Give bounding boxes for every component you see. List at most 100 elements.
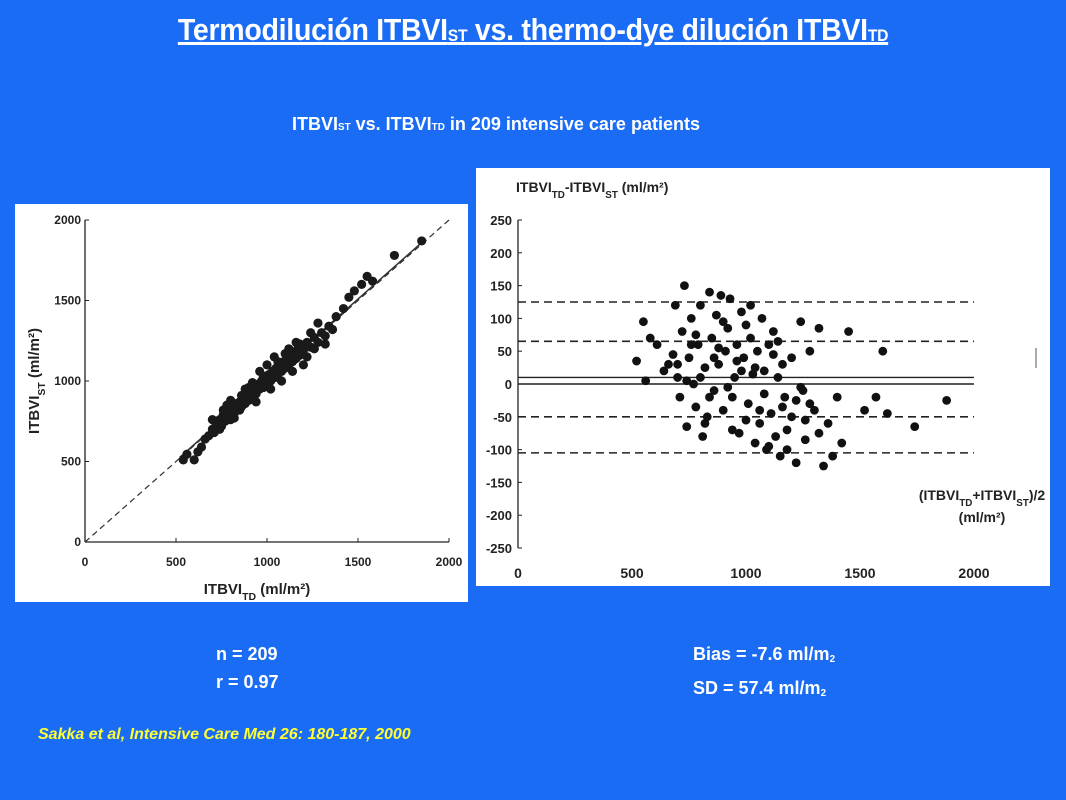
data-point	[768, 327, 778, 336]
x-tick-label: 0	[82, 555, 89, 569]
data-point	[800, 415, 810, 425]
data-point	[215, 424, 225, 434]
data-point	[664, 359, 673, 369]
correlation-stats: n = 209 r = 0.97	[216, 640, 279, 696]
data-point	[771, 432, 781, 441]
data-point	[357, 279, 367, 289]
data-point	[766, 409, 776, 418]
data-point	[244, 382, 254, 393]
data-point	[791, 396, 801, 405]
data-point	[273, 357, 283, 367]
data-point	[759, 366, 769, 376]
y-tick-label: 150	[490, 279, 512, 294]
data-point	[689, 379, 698, 389]
x-axis-label: ITBVITD (ml/m²)	[204, 581, 311, 602]
y-tick-label: 0	[505, 377, 512, 392]
data-point	[182, 449, 192, 459]
y-tick-label: -100	[486, 443, 512, 458]
data-point	[189, 455, 199, 465]
data-point	[677, 327, 687, 336]
data-point	[691, 402, 701, 412]
data-point	[819, 461, 828, 471]
data-point	[732, 356, 742, 366]
data-point	[251, 397, 261, 407]
data-point	[668, 350, 678, 359]
scatter-plot: 0 500 1000 1500 2000 0 500 1000 1500 2000 ITBVITD …	[26, 213, 463, 602]
data-point	[691, 330, 701, 340]
x-tick-label: 2000	[958, 565, 989, 581]
data-point	[705, 392, 714, 402]
x-tick-label: 1000	[730, 565, 761, 581]
data-point	[682, 422, 692, 432]
x-axis-label-line2: (ml/m²)	[959, 509, 1006, 525]
data-point	[700, 418, 710, 428]
data-point	[755, 405, 765, 415]
data-point	[942, 396, 952, 405]
data-point	[313, 318, 323, 328]
y-tick-label: 1000	[54, 374, 81, 388]
data-point	[714, 359, 724, 369]
data-point	[764, 441, 774, 451]
data-point	[652, 340, 662, 350]
data-point	[682, 376, 692, 386]
plot-title: ITBVITD-ITBVIST (ml/m²)	[516, 179, 668, 201]
data-point	[266, 384, 276, 394]
data-point	[773, 373, 783, 382]
data-point	[696, 373, 705, 382]
data-point	[698, 432, 708, 441]
data-point	[732, 340, 742, 350]
data-point	[632, 356, 641, 366]
data-point	[711, 310, 721, 320]
data-point	[775, 451, 785, 461]
data-point	[814, 323, 824, 333]
data-point	[659, 366, 669, 376]
data-point	[262, 360, 272, 370]
data-point	[823, 418, 833, 428]
data-point	[750, 438, 760, 448]
data-point	[675, 392, 685, 402]
data-point	[796, 317, 806, 327]
data-point	[302, 352, 312, 362]
data-point	[298, 360, 308, 370]
data-point	[773, 336, 783, 346]
data-point	[686, 314, 696, 323]
data-point	[778, 359, 787, 369]
data-point	[730, 373, 739, 382]
data-point	[235, 405, 245, 415]
y-tick-label: -250	[486, 541, 512, 556]
data-point	[639, 317, 648, 327]
data-point	[780, 392, 790, 402]
data-point	[680, 281, 689, 290]
data-point	[309, 344, 319, 354]
data-point	[871, 392, 881, 402]
data-point	[805, 399, 815, 409]
data-point	[673, 359, 682, 369]
data-point	[349, 286, 359, 296]
data-point	[725, 294, 735, 304]
data-point	[782, 425, 792, 435]
data-point	[882, 409, 892, 418]
data-point	[743, 399, 753, 409]
data-point	[705, 287, 714, 297]
data-point	[327, 324, 338, 335]
data-point	[723, 382, 733, 392]
data-point	[709, 353, 719, 363]
data-point	[686, 340, 696, 350]
data-point	[739, 353, 749, 363]
scatter-plot-panel: 0 500 1000 1500 2000 0 500 1000 1500 2000 ITBVITD …	[15, 204, 468, 602]
data-point	[814, 428, 824, 438]
x-tick-label: 500	[166, 555, 186, 569]
data-point	[737, 307, 746, 317]
bland-altman-panel: 250 200 150 100 50 0 -50 -100 -150 -200 -250 0 500 10…	[476, 168, 1050, 586]
data-point	[727, 425, 737, 435]
data-point	[709, 386, 719, 395]
data-point	[700, 363, 710, 372]
x-tick-label: 1000	[254, 555, 281, 569]
data-point	[910, 422, 920, 432]
data-point	[750, 363, 760, 372]
data-point	[707, 333, 717, 343]
data-point	[641, 376, 651, 386]
y-tick-label: 200	[490, 246, 512, 261]
data-point	[737, 366, 746, 376]
